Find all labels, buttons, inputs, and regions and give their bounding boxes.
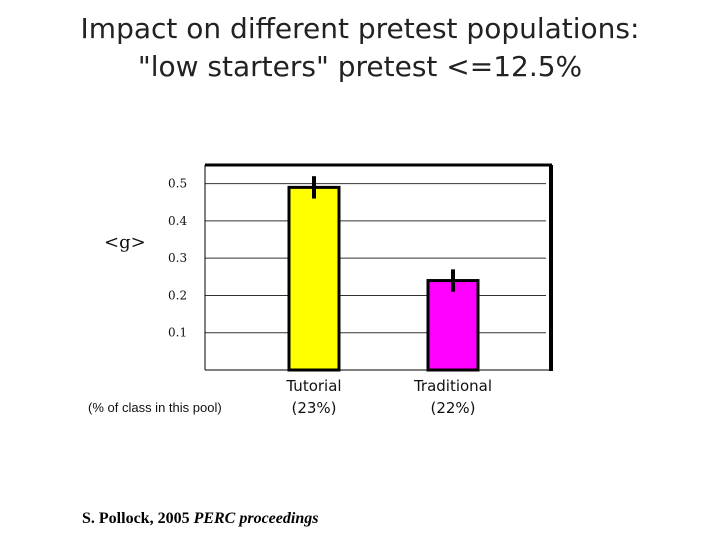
citation-source: PERC proceedings xyxy=(193,510,319,527)
citation: S. Pollock, 2005 PERC proceedings xyxy=(82,510,318,528)
y-tick-label: 0.3 xyxy=(168,251,187,265)
chart-title: Impact on different pretest populations:… xyxy=(0,10,720,86)
y-axis-label: <g> xyxy=(104,232,146,253)
category-note-tutorial: (23%) xyxy=(291,399,337,417)
y-tick-label: 0.2 xyxy=(168,288,187,302)
category-label-traditional: Traditional (22%) xyxy=(403,375,503,419)
y-tick-label: 0.4 xyxy=(168,214,187,228)
x-axis-note: (% of class in this pool) xyxy=(88,400,222,415)
citation-author: S. Pollock, 2005 xyxy=(82,510,190,527)
chart-title-line-1: Impact on different pretest populations: xyxy=(80,12,640,45)
bar xyxy=(426,279,480,372)
category-name-traditional: Traditional xyxy=(413,377,493,395)
bar xyxy=(287,185,341,372)
chart-title-line-2: "low starters" pretest <=12.5% xyxy=(137,50,583,83)
y-tick-label: 0.1 xyxy=(168,326,187,340)
category-label-tutorial: Tutorial (23%) xyxy=(264,375,364,419)
category-note-traditional: (22%) xyxy=(430,399,476,417)
category-name-tutorial: Tutorial xyxy=(286,377,342,395)
y-tick-label: 0.5 xyxy=(168,177,187,191)
